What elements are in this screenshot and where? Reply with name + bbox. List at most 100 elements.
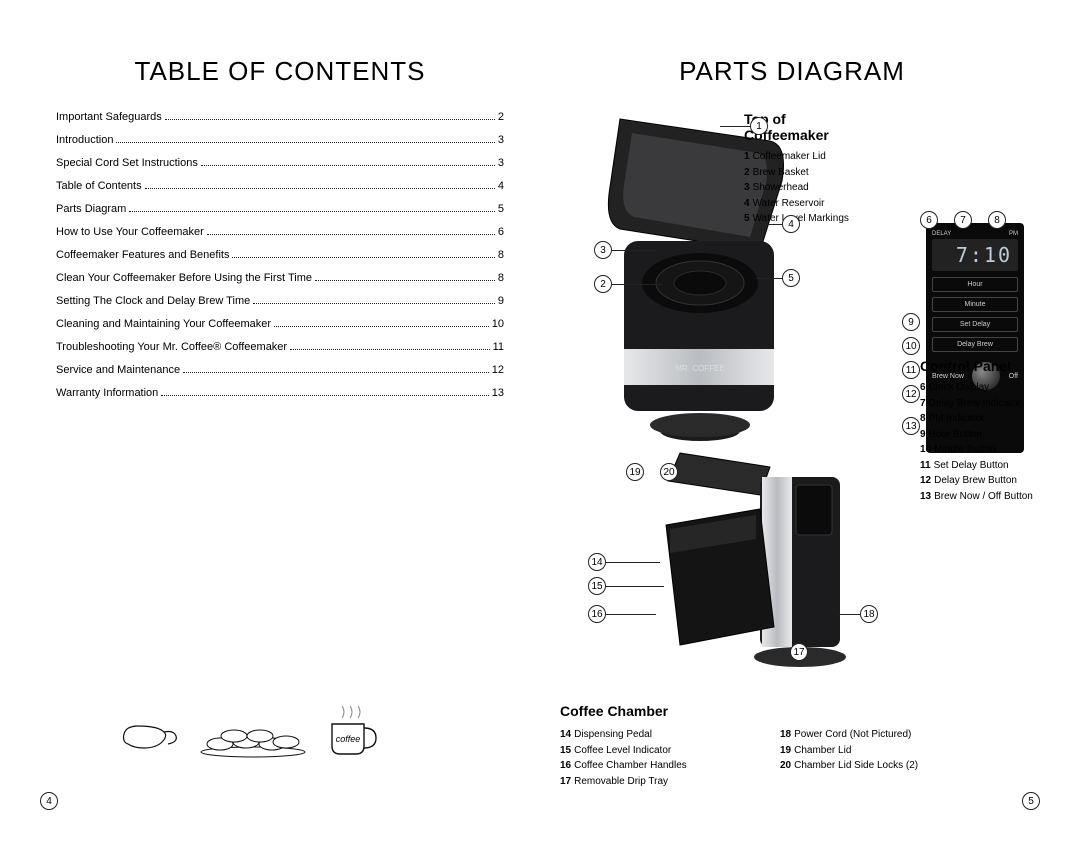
toc-label: Warranty Information — [56, 387, 158, 399]
lead-line — [606, 562, 660, 563]
part-number: 5 — [744, 213, 750, 224]
part-item: 18Power Cord (Not Pictured) — [780, 727, 960, 743]
part-number: 17 — [560, 776, 571, 787]
part-number: 14 — [560, 729, 571, 740]
toc-label: Cleaning and Maintaining Your Coffeemake… — [56, 318, 271, 330]
part-item: 14Dispensing Pedal — [560, 727, 740, 743]
callout-1: 1 — [750, 117, 768, 135]
toc-dots — [165, 119, 495, 120]
coffee-illustration: coffee — [120, 698, 382, 758]
toc-dots — [290, 349, 489, 350]
chamber-diagram: 14 15 16 17 18 19 20 Coffee Chamber 14Di… — [560, 477, 1024, 717]
toc-label: How to Use Your Coffeemaker — [56, 226, 204, 238]
part-item: 9Hour Button — [920, 427, 1080, 443]
toc-page: 6 — [498, 226, 504, 238]
part-number: 2 — [744, 167, 750, 178]
toc-item: How to Use Your Coffeemaker 6 — [56, 226, 504, 238]
part-number: 6 — [920, 382, 926, 393]
toc-list: Important Safeguards2Introduction3Specia… — [56, 111, 504, 399]
toc-page: 10 — [492, 318, 504, 330]
panel-heading: Control Panel — [920, 358, 1080, 374]
toc-item: Parts Diagram5 — [56, 203, 504, 215]
part-name: Brew Basket — [753, 167, 809, 178]
chamber-heading: Coffee Chamber — [560, 703, 668, 719]
page-number-left: 4 — [40, 792, 58, 810]
part-name: Coffee Chamber Handles — [574, 760, 687, 771]
lead-line — [758, 224, 782, 225]
cookies-icon — [198, 718, 308, 758]
part-item: 2Brew Basket — [744, 165, 874, 181]
part-item: 7Delay Brew Indicator — [920, 396, 1080, 412]
toc-label: Table of Contents — [56, 180, 142, 192]
part-item: 15Coffee Level Indicator — [560, 743, 740, 759]
part-number: 15 — [560, 745, 571, 756]
part-name: Power Cord (Not Pictured) — [794, 729, 911, 740]
part-item: 4Water Reservoir — [744, 196, 874, 212]
toc-page: 13 — [492, 387, 504, 399]
page-number-right: 5 — [1022, 792, 1040, 810]
toc-label: Important Safeguards — [56, 111, 162, 123]
part-item: 8PM Indicator — [920, 411, 1080, 427]
toc-dots — [116, 142, 494, 143]
toc-dots — [232, 257, 494, 258]
callout-9: 9 — [902, 313, 920, 331]
toc-item: Troubleshooting Your Mr. Coffee® Coffeem… — [56, 341, 504, 353]
toc-dots — [201, 165, 495, 166]
part-name: Chamber Lid — [794, 745, 851, 756]
lead-line — [606, 586, 664, 587]
part-number: 20 — [780, 760, 791, 771]
callout-6: 6 — [920, 211, 938, 229]
mug-icon: coffee — [326, 698, 382, 758]
svg-text:MR. COFFEE: MR. COFFEE — [675, 364, 724, 373]
part-number: 19 — [780, 745, 791, 756]
callout-4: 4 — [782, 215, 800, 233]
toc-item: Cleaning and Maintaining Your Coffeemake… — [56, 318, 504, 330]
part-number: 10 — [920, 444, 931, 455]
part-name: Clock Display — [929, 382, 990, 393]
toc-page: 12 — [492, 364, 504, 376]
callout-11: 11 — [902, 361, 920, 379]
page-spread: TABLE OF CONTENTS Important Safeguards2I… — [0, 0, 1080, 846]
toc-label: Special Cord Set Instructions — [56, 157, 198, 169]
callout-12: 12 — [902, 385, 920, 403]
callout-2: 2 — [594, 275, 612, 293]
part-item: 17Removable Drip Tray — [560, 774, 740, 790]
toc-dots — [274, 326, 489, 327]
part-item: 6Clock Display — [920, 380, 1080, 396]
parts-top-list: 1Coffeemaker Lid2Brew Basket3Showerhead4… — [744, 149, 874, 227]
toc-item: Table of Contents 4 — [56, 180, 504, 192]
parts-chamber-left: 14Dispensing Pedal15Coffee Level Indicat… — [560, 727, 740, 789]
chamber-heading-wrap: Coffee Chamber — [560, 703, 668, 725]
part-name: Minute Button — [934, 444, 996, 455]
toc-page: 5 — [498, 203, 504, 215]
lead-line — [838, 614, 860, 615]
part-name: Hour Button — [929, 429, 982, 440]
part-item: 16Coffee Chamber Handles — [560, 758, 740, 774]
part-item: 10Minute Button — [920, 442, 1080, 458]
callout-15: 15 — [588, 577, 606, 595]
toc-dots — [129, 211, 495, 212]
part-number: 8 — [920, 413, 926, 424]
part-number: 16 — [560, 760, 571, 771]
part-number: 7 — [920, 398, 926, 409]
toc-title: TABLE OF CONTENTS — [56, 56, 504, 87]
part-number: 3 — [744, 182, 750, 193]
part-name: Chamber Lid Side Locks (2) — [794, 760, 918, 771]
toc-page: 11 — [493, 341, 504, 353]
callout-20: 20 — [660, 463, 678, 481]
creamer-icon — [120, 710, 180, 758]
callout-3: 3 — [594, 241, 612, 259]
toc-page: 4 — [498, 180, 504, 192]
toc-label: Setting The Clock and Delay Brew Time — [56, 295, 250, 307]
lead-line — [612, 250, 656, 251]
toc-item: Setting The Clock and Delay Brew Time9 — [56, 295, 504, 307]
page-right: PARTS DIAGRAM MR. COFFEE — [540, 0, 1080, 846]
parts-chamber-right: 18Power Cord (Not Pictured) 19Chamber Lid… — [780, 727, 960, 789]
toc-page: 8 — [498, 249, 504, 261]
toc-dots — [253, 303, 495, 304]
lead-line — [720, 126, 750, 127]
toc-dots — [183, 372, 489, 373]
part-number: 11 — [920, 460, 931, 471]
parts-title: PARTS DIAGRAM — [560, 56, 1024, 87]
toc-label: Troubleshooting Your Mr. Coffee® Coffeem… — [56, 341, 287, 353]
